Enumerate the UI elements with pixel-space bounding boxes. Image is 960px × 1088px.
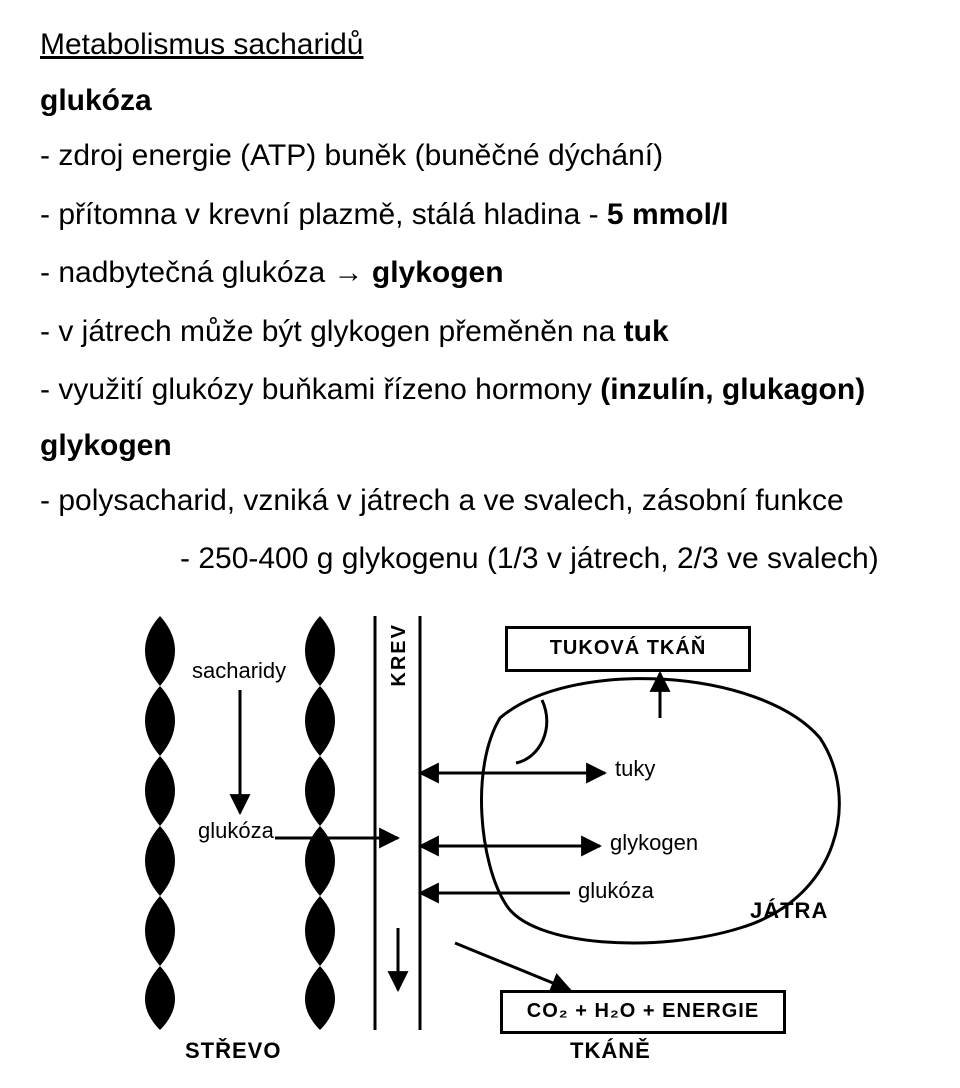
section-glykogen-head: glykogen — [40, 429, 920, 463]
text-line: - polysacharid, vzniká v játrech a ve sv… — [40, 481, 920, 522]
label-jatra: JÁTRA — [750, 898, 828, 924]
label-krev: KREV — [388, 623, 411, 687]
label-sacharidy: sacharidy — [192, 658, 286, 684]
text-line: - v játrech může být glykogen přeměněn n… — [40, 312, 920, 353]
label-glykogen: glykogen — [610, 830, 698, 856]
text-bold: tuk — [624, 315, 669, 348]
text-line: - zdroj energie (ATP) buněk (buněčné dýc… — [40, 136, 920, 177]
text-line: - přítomna v krevní plazmě, stálá hladin… — [40, 195, 920, 236]
text-line: - nadbytečná glukóza → glykogen — [40, 253, 920, 294]
text-span: - v játrech může být glykogen přeměněn n… — [40, 315, 624, 348]
metabolism-diagram: TUKOVÁ TKÁŇ CO₂ + H₂O + ENERGIE KREV sac… — [100, 598, 860, 1068]
text-bold: (inzulín, glukagon) — [600, 373, 865, 406]
text-line: - 250-400 g glykogenu (1/3 v játrech, 2/… — [40, 539, 920, 580]
text-span: - přítomna v krevní plazmě, stálá hladin… — [40, 198, 607, 231]
box-co2-energie: CO₂ + H₂O + ENERGIE — [500, 990, 786, 1034]
text-line: - využití glukózy buňkami řízeno hormony… — [40, 370, 920, 411]
label-glukoza-intestine: glukóza — [198, 818, 274, 844]
text-bold: glykogen — [372, 256, 504, 289]
label-glukoza-liver: glukóza — [578, 878, 654, 904]
label-tkane: TKÁNĚ — [570, 1038, 651, 1064]
text-span: - využití glukózy buňkami řízeno hormony — [40, 373, 600, 406]
text-bold: 5 mmol/l — [607, 198, 729, 231]
box-tukova-tkan: TUKOVÁ TKÁŇ — [505, 626, 751, 672]
label-strevo: STŘEVO — [185, 1038, 281, 1064]
label-tuky: tuky — [615, 756, 655, 782]
section-glukoza-head: glukóza — [40, 84, 920, 118]
page-title: Metabolismus sacharidů — [40, 28, 920, 62]
text-span: - nadbytečná glukóza → — [40, 256, 372, 289]
